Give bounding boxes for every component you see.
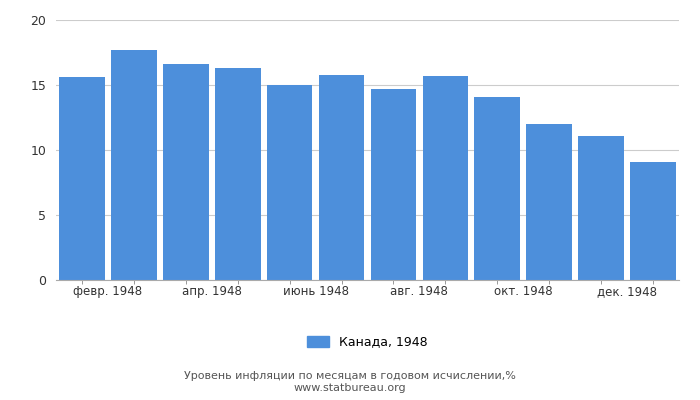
Bar bbox=[111, 50, 157, 280]
Bar bbox=[59, 77, 105, 280]
Bar bbox=[475, 97, 520, 280]
Text: www.statbureau.org: www.statbureau.org bbox=[294, 383, 406, 393]
Bar bbox=[526, 124, 572, 280]
Bar bbox=[267, 85, 312, 280]
Bar bbox=[215, 68, 260, 280]
Bar bbox=[370, 89, 416, 280]
Text: Уровень инфляции по месяцам в годовом исчислении,%: Уровень инфляции по месяцам в годовом ис… bbox=[184, 371, 516, 381]
Bar bbox=[630, 162, 676, 280]
Bar bbox=[163, 64, 209, 280]
Legend: Канада, 1948: Канада, 1948 bbox=[302, 330, 433, 354]
Bar bbox=[578, 136, 624, 280]
Bar bbox=[318, 74, 365, 280]
Bar bbox=[423, 76, 468, 280]
